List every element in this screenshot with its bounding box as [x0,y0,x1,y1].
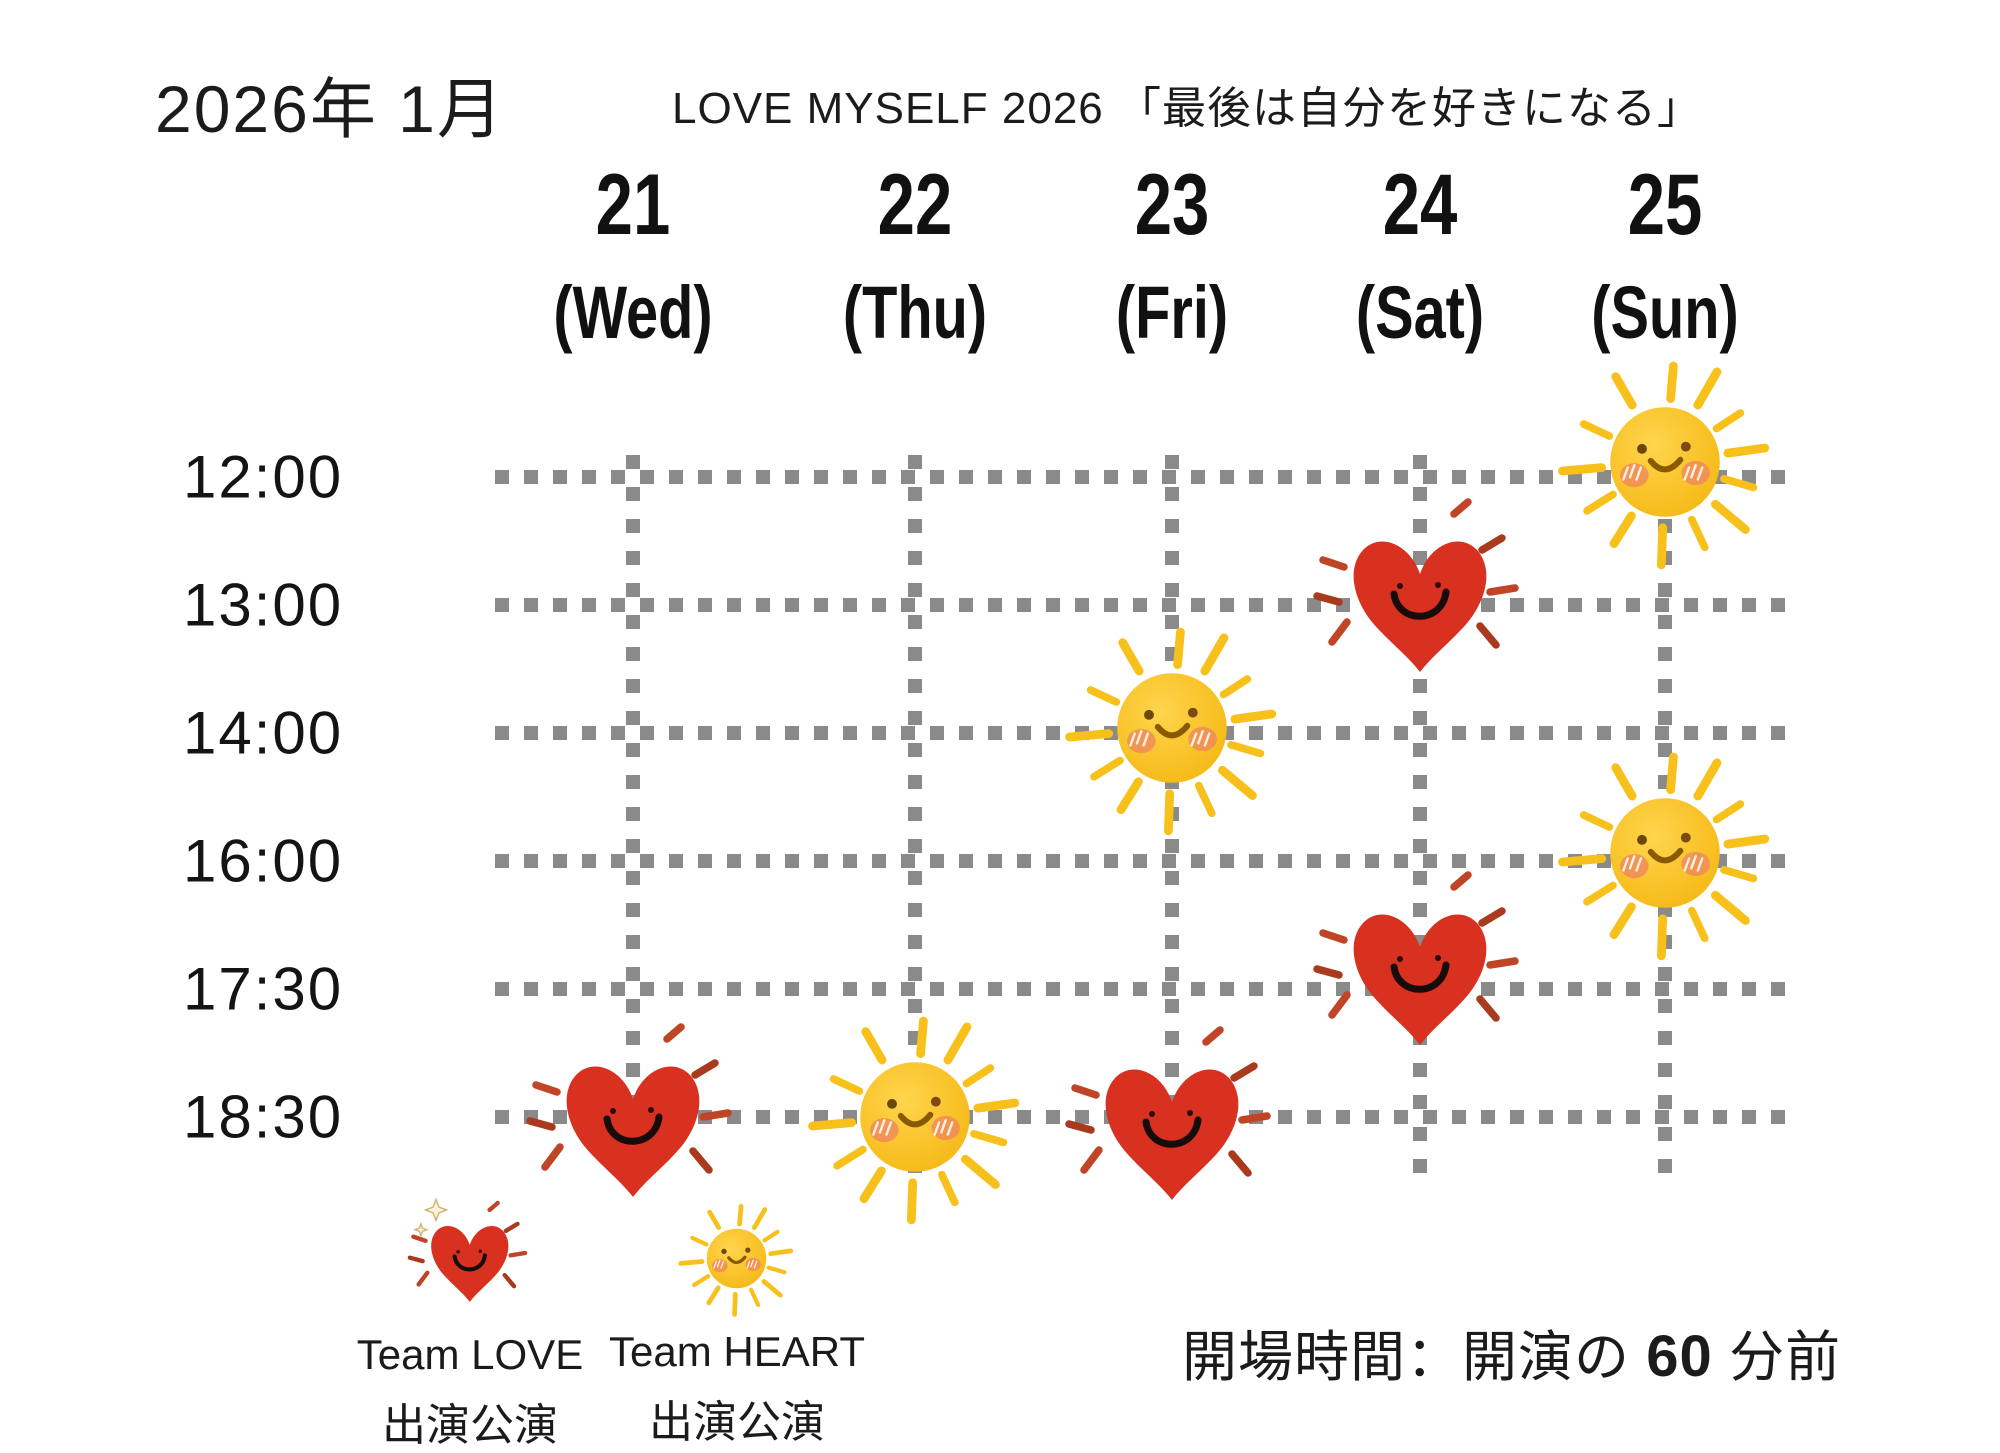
day-header-21: 21 (Wed) [531,162,735,350]
grid-vertical-line-21 [626,455,640,1183]
time-label-1300: 13:00 [183,571,344,639]
day-weekday: (Sat) [1355,271,1485,354]
day-header-24: 24 (Sat) [1338,162,1502,350]
legend-item-team-love: Team LOVE 出演公演 [357,1196,583,1453]
doors-open-note-value: 60 [1646,1324,1713,1389]
event-sun-icon-23-1400 [1057,613,1287,843]
page-subtitle: LOVE MYSELF 2026 「最後は自分を好きになる」 [672,84,1702,133]
legend-team-name: Team LOVE [356,1331,584,1378]
time-label-1600: 16:00 [183,827,344,895]
time-label-1830: 18:30 [183,1083,344,1151]
event-heart-icon-24-1730 [1300,863,1540,1083]
doors-open-note-suffix: 分前 [1712,1326,1842,1388]
legend-heart-icon [357,1196,583,1329]
time-label-1400: 14:00 [183,699,344,767]
doors-open-note-prefix: 開場時間：開演の [1182,1326,1647,1388]
legend-item-team-heart: Team HEART 出演公演 [609,1196,865,1450]
day-weekday: (Thu) [842,271,988,354]
legend-team-caption: 出演公演 [649,1398,825,1447]
doors-open-note: 開場時間：開演の 60 分前 [1182,1312,1841,1392]
day-header-22: 22 (Thu) [823,162,1008,350]
event-sun-icon-22-1830 [800,1002,1030,1232]
day-weekday: (Fri) [1115,271,1229,354]
event-heart-icon-24-1300 [1300,490,1540,710]
legend-team-caption: 出演公演 [382,1401,558,1450]
page-title: 2026年 1月 [155,72,505,146]
day-date: 21 [595,157,671,253]
time-label-1200: 12:00 [183,443,344,511]
time-label-1730: 17:30 [183,955,344,1023]
grid-vertical-line-22 [908,455,922,1183]
grid-horizontal-line-1300 [495,598,1800,612]
day-date: 24 [1382,157,1458,253]
legend-team-name: Team HEART [609,1328,865,1375]
day-header-23: 23 (Fri) [1100,162,1244,350]
event-heart-icon-21-1830 [513,1015,753,1235]
event-sun-icon-25-1200 [1550,347,1780,577]
schedule-poster: 2026年 1月 LOVE MYSELF 2026 「最後は自分を好きになる」 … [155,72,1841,1450]
legend-sun-icon [609,1196,865,1326]
event-sun-icon-25-1600 [1550,738,1780,968]
day-date: 22 [877,157,953,253]
day-weekday: (Sun) [1591,271,1739,354]
grid-horizontal-line-1730 [495,982,1800,996]
event-heart-icon-23-1830 [1052,1018,1292,1238]
day-date: 23 [1134,157,1210,253]
grid-horizontal-line-1200 [495,470,1800,484]
grid-horizontal-line-1600 [495,854,1800,868]
day-weekday: (Wed) [553,271,713,354]
day-header-25: 25 (Sun) [1570,162,1759,350]
day-date: 25 [1627,157,1703,253]
